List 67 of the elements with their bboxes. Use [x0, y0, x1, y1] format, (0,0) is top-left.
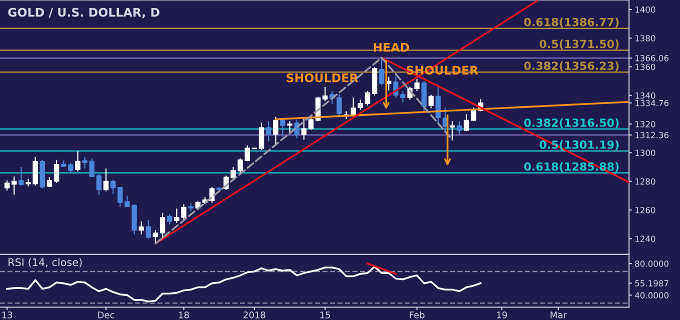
- candlestick: [152, 229, 158, 244]
- y-tick-label: 80.0000: [635, 260, 668, 267]
- x-tick-label: Mar: [550, 312, 567, 318]
- y-tick-label: 1400: [635, 6, 656, 13]
- candlestick: [450, 120, 455, 140]
- line-series: [6, 266, 482, 302]
- candlestick: [18, 166, 24, 186]
- candlestick: [54, 159, 60, 184]
- candlestick: [89, 158, 94, 178]
- annotation: HEAD: [374, 42, 410, 52]
- y-tick-label: 1300: [635, 150, 656, 156]
- x-tick-label: Feb: [410, 311, 424, 318]
- x-tick-label: Dec: [98, 312, 114, 318]
- candlestick: [273, 116, 278, 145]
- y-tick-label: 1360: [635, 64, 656, 70]
- y-tick-label: 1260: [635, 206, 656, 214]
- candlestick: [456, 120, 462, 136]
- candlestick: [244, 144, 250, 162]
- x-tick-label: 18: [179, 312, 189, 318]
- text: GOLD / U.S. DOLLAR, D: [8, 8, 160, 18]
- x-tick-label: 2018: [244, 312, 266, 318]
- y-tick-label: 1334.76: [635, 100, 668, 106]
- candlestick: [82, 156, 88, 170]
- candlestick: [287, 120, 292, 135]
- candlestick: [138, 220, 144, 235]
- chart-title: RSI (14, close): [8, 258, 82, 268]
- candlestick: [421, 80, 427, 112]
- candlestick: [266, 120, 272, 142]
- candlestick: [301, 118, 307, 140]
- candlestick: [414, 78, 420, 92]
- candlestick: [68, 162, 74, 173]
- ref-line-label: 0.5(1371.50): [540, 40, 619, 50]
- candlestick: [146, 219, 152, 240]
- candlestick: [428, 94, 434, 109]
- candlestick: [110, 179, 116, 195]
- candlestick: [308, 118, 314, 130]
- candlestick: [364, 90, 370, 106]
- y-tick-label: 1240: [635, 236, 656, 242]
- y-tick-label: 1380: [635, 35, 656, 42]
- candlestick: [322, 86, 328, 102]
- y-tick-label: 40.0000: [634, 292, 668, 298]
- ref-line-label: 0.382(1356.23): [524, 61, 619, 72]
- ref-line-label: 0.382(1316.50): [524, 118, 619, 128]
- y-tick-label: 1280: [635, 178, 656, 185]
- y-tick-label: 1312.36: [635, 132, 668, 138]
- x-tick-label: 13: [2, 312, 12, 318]
- y-tick-label: 1340: [635, 92, 656, 99]
- candlestick: [96, 174, 102, 196]
- annotation: SHOULDER: [286, 73, 358, 82]
- candlestick: [160, 212, 166, 241]
- x-tick-label: 19: [497, 312, 507, 318]
- x-tick-label: 15: [320, 312, 330, 318]
- candlestick: [103, 168, 109, 192]
- candlestick: [258, 122, 264, 150]
- candlestick: [294, 119, 300, 139]
- candlestick: [75, 150, 80, 172]
- candlestick: [379, 57, 384, 86]
- ref-line-label: 0.618(1386.77): [524, 18, 619, 28]
- candlestick: [464, 113, 470, 132]
- candlestick: [12, 176, 17, 196]
- candlestick: [358, 99, 364, 110]
- y-tick-label: 1366.06: [635, 55, 668, 62]
- candlestick: [4, 180, 10, 192]
- y-tick-label: 55.1987: [635, 280, 668, 286]
- candlestick: [280, 118, 286, 138]
- y-tick-label: 1320: [635, 121, 656, 128]
- candlestick: [167, 214, 172, 225]
